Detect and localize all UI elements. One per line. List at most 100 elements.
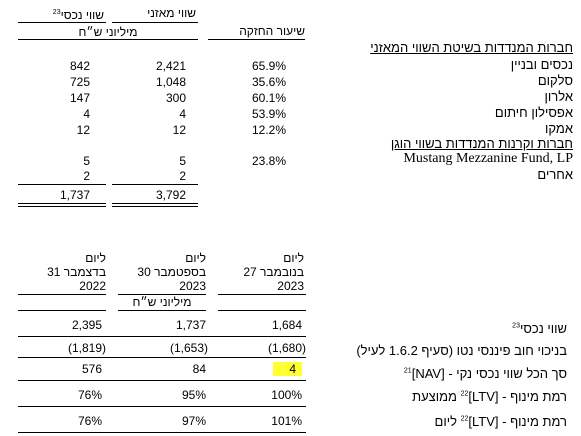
header-underline (112, 22, 198, 23)
row-value: 76% (77, 414, 102, 428)
col-header-line: ליום (283, 251, 304, 265)
total-double-rule (112, 203, 198, 207)
row-name: נכסים ובניין (510, 57, 573, 72)
row-value: 2,395 (71, 318, 102, 332)
col-header-line: 2023 (179, 279, 206, 293)
row-label: רמת מינוף - [LTV]22 ממוצעת (412, 389, 567, 404)
header-underline (18, 310, 106, 311)
col-header-line: 30 בספטמבר (137, 265, 206, 279)
row-label-suffix: ממוצעת (412, 389, 457, 404)
row-value: 95% (181, 388, 206, 402)
row-rate: 53.9% (251, 107, 286, 121)
row-rule (18, 432, 306, 433)
row-rate: 65.9% (251, 59, 286, 73)
col-header-line: 2022 (79, 279, 106, 293)
header-rate: שיעור החזקה (239, 24, 305, 38)
header-underline (18, 22, 106, 23)
header-unit: מיליוני ש״ח (132, 295, 192, 309)
col-header-line: 2023 (277, 279, 304, 293)
row-rule (18, 357, 306, 358)
row-book: 4 (179, 107, 186, 121)
row-label-text: סך הכל שווי נכסי נקי - [NAV] (411, 366, 567, 381)
header-underline (118, 294, 206, 295)
col-header: ליום 31 בדצמבר 2022 (18, 251, 106, 293)
header-underline (218, 294, 306, 295)
row-name: Mustang Mezzanine Fund, LP (403, 151, 573, 166)
row-value: 576 (81, 362, 102, 376)
header-underline (218, 310, 306, 311)
row-value: 1,684 (271, 318, 302, 332)
row-rule (18, 406, 306, 407)
row-value: 101% (271, 414, 302, 428)
row-book: 2 (179, 169, 186, 183)
row-book: 5 (179, 154, 186, 168)
row-nav: 725 (69, 75, 90, 89)
row-value: (1,819) (67, 341, 106, 355)
col-header: ליום 30 בספטמבר 2023 (118, 251, 206, 293)
total-rule (18, 184, 106, 185)
header-book: שווי מאזני (147, 6, 196, 20)
row-label-sup: 22 (460, 415, 469, 423)
row-label-sup: 21 (403, 367, 412, 375)
col-header-line: ליום (85, 251, 106, 265)
row-label: סך הכל שווי נכסי נקי - [NAV]21 (404, 366, 567, 381)
row-rate: 23.8% (251, 154, 286, 168)
row-name: אחרים (537, 167, 573, 182)
row-book: 2,421 (155, 59, 186, 73)
header-underline (208, 39, 305, 40)
row-label: בניכוי חוב פיננסי נטו (סעיף 1.6.2 לעיל) (356, 343, 567, 358)
row-nav: 147 (69, 91, 90, 105)
row-label: רמת מינוף - [LTV]22 ליום (435, 414, 568, 429)
header-underline (18, 39, 198, 40)
col-header: ליום 27 בנובמבר 2023 (218, 251, 304, 293)
row-name: סלקום (537, 73, 573, 88)
total-book: 3,792 (155, 188, 186, 202)
row-label: שווי נכסי23 (512, 321, 567, 336)
row-label-sup: 22 (460, 390, 469, 398)
col-header-line: 27 בנובמבר (243, 265, 304, 279)
row-book: 300 (165, 91, 186, 105)
row-label-text: שווי נכסי (519, 321, 567, 336)
section-title: חברות וקרנות המנדדות בשווי הוגן (390, 136, 573, 151)
row-rate: 60.1% (251, 91, 286, 105)
row-nav: 5 (83, 154, 90, 168)
row-nav: 12 (76, 123, 90, 137)
header-underline (18, 294, 106, 295)
header-nav-sup: 23 (52, 9, 61, 16)
row-rule (18, 380, 306, 381)
section-title: חברות המנדדות בשיטת השווי המאזני (370, 40, 573, 55)
row-value: 76% (77, 388, 102, 402)
row-value: 100% (271, 388, 302, 402)
row-name: אמקו (544, 121, 573, 136)
row-label-suffix: ליום (434, 414, 457, 429)
row-nav: 4 (83, 107, 90, 121)
row-rule (18, 336, 306, 337)
row-value: (1,653) (169, 341, 208, 355)
header-underline (118, 310, 206, 311)
col-header-line: ליום (185, 251, 206, 265)
row-value: (1,680) (267, 341, 306, 355)
header-unit: מיליוני ש״ח (78, 25, 138, 39)
row-value: 84 (192, 362, 206, 376)
row-book: 12 (172, 123, 186, 137)
col-header-line: 31 בדצמבר (47, 265, 106, 279)
row-rate: 12.2% (251, 123, 286, 137)
total-nav: 1,737 (59, 188, 90, 202)
row-name: אלרון (544, 89, 574, 104)
row-value-highlighted: 4 (218, 362, 302, 376)
row-rate: 35.6% (251, 75, 286, 89)
row-label-text: רמת מינוף - [LTV] (468, 389, 567, 404)
row-nav: 842 (69, 59, 90, 73)
row-value: 97% (181, 414, 206, 428)
row-label-text: רמת מינוף - [LTV] (468, 414, 567, 429)
row-name: אפסילון חיתום (494, 105, 573, 120)
header-nav: שווי נכסי23 (20, 6, 104, 22)
header-nav-label: שווי נכסי (60, 8, 104, 22)
total-rule (112, 184, 198, 185)
row-value: 1,737 (175, 318, 206, 332)
highlight-value: 4 (273, 362, 302, 376)
row-label-sup: 23 (512, 322, 520, 330)
row-book: 1,048 (155, 75, 186, 89)
total-double-rule (18, 203, 106, 207)
row-nav: 2 (83, 169, 90, 183)
